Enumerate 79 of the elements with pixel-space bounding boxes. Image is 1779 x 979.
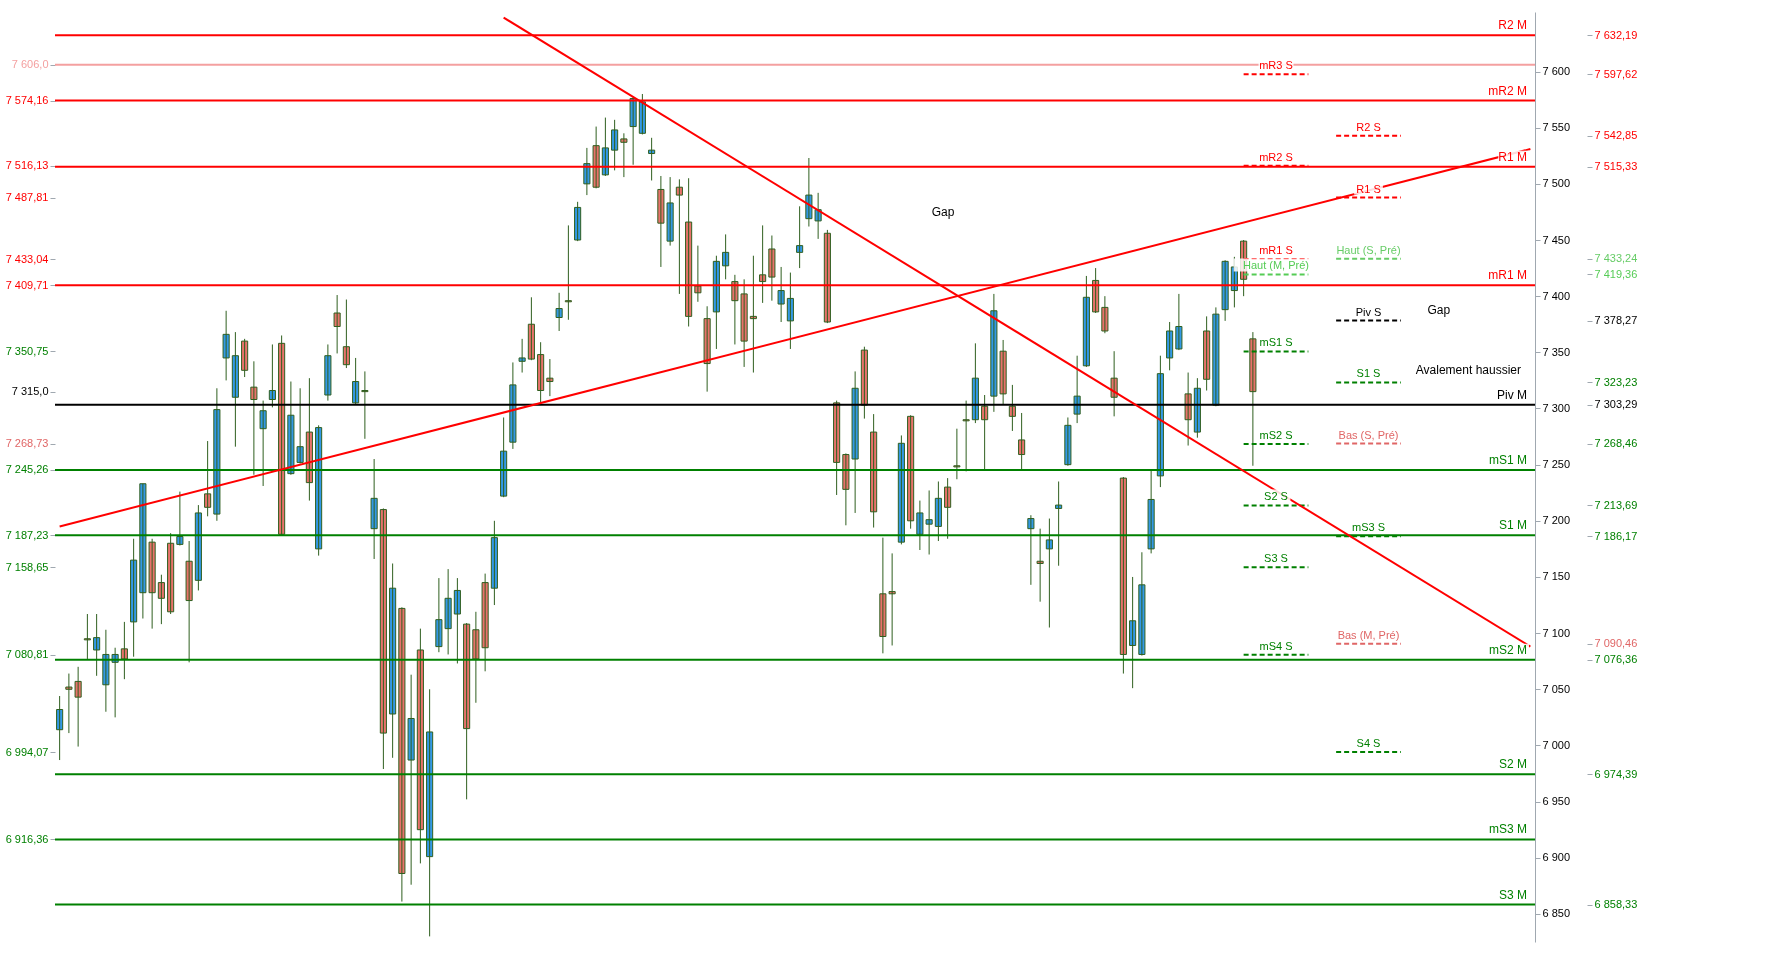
y2-tick-label: 7 378,27 xyxy=(1594,314,1638,327)
ref-line-label: S4 S xyxy=(1356,737,1381,750)
ref-line-label: R1 S xyxy=(1356,182,1381,195)
y2-tick-label: 7 076,36 xyxy=(1594,653,1638,666)
y3-tick-label: 7 158,65 xyxy=(5,560,49,573)
y2-tick-label: 7 323,23 xyxy=(1594,375,1638,388)
ref-line-label: S3 M xyxy=(1498,887,1527,902)
y3-tick-label: 6 994,07 xyxy=(5,745,49,758)
annotation: Gap xyxy=(931,204,955,219)
ref-line-label: R1 M xyxy=(1498,149,1527,164)
ref-line-label: mR3 S xyxy=(1259,59,1293,72)
ref-line-label: S1 S xyxy=(1356,367,1381,380)
y3-tick-label: 7 315,0 xyxy=(11,385,49,398)
ref-line-label: S2 S xyxy=(1264,490,1288,503)
ref-line-label: mR2 S xyxy=(1259,150,1293,163)
y-tick-label: 7 000 xyxy=(1542,738,1571,751)
annotation: Gap xyxy=(1427,302,1451,317)
y-tick-label: 7 100 xyxy=(1542,626,1571,639)
y3-tick-label: 7 268,73 xyxy=(5,437,49,450)
y-tick-label: 7 500 xyxy=(1542,177,1571,190)
ref-line-label: Piv S xyxy=(1355,305,1382,318)
y2-tick-label: 7 213,69 xyxy=(1594,498,1638,511)
y-tick-label: 7 250 xyxy=(1542,458,1571,471)
y3-tick-label: 7 187,23 xyxy=(5,528,49,541)
y3-tick-label: 7 516,13 xyxy=(5,159,49,172)
y2-tick-label: 7 090,46 xyxy=(1594,637,1638,650)
ref-line-label: mS2 S xyxy=(1259,428,1293,441)
y2-tick-label: 7 186,17 xyxy=(1594,529,1638,542)
ref-line-label: R2 S xyxy=(1356,120,1381,133)
ref-line-label: Piv M xyxy=(1497,387,1527,402)
y2-tick-label: 6 858,33 xyxy=(1594,898,1638,911)
ref-line-label: Bas (S, Pré) xyxy=(1338,428,1399,441)
y-tick-label: 7 050 xyxy=(1542,682,1571,695)
ref-line-label: R2 M xyxy=(1498,18,1527,33)
y2-tick-label: 7 542,85 xyxy=(1594,129,1638,142)
y2-tick-label: 7 597,62 xyxy=(1594,67,1638,80)
y3-tick-label: 7 080,81 xyxy=(5,648,49,661)
ref-line-label: Haut (S, Pré) xyxy=(1336,243,1401,256)
y2-tick-label: 7 268,46 xyxy=(1594,437,1638,450)
y-tick-label: 7 450 xyxy=(1542,233,1571,246)
ref-line-label: mS3 M xyxy=(1488,822,1527,837)
ref-line-label: Bas (M, Pré) xyxy=(1337,628,1400,641)
y-tick-label: 7 300 xyxy=(1542,401,1571,414)
y3-tick-label: 7 574,16 xyxy=(5,94,49,107)
y3-tick-label: 7 487,81 xyxy=(5,191,49,204)
y3-tick-label: 7 409,71 xyxy=(5,278,49,291)
y-tick-label: 7 200 xyxy=(1542,514,1571,527)
y2-tick-label: 7 515,33 xyxy=(1594,160,1638,173)
ref-line-label: mS3 S xyxy=(1351,521,1386,534)
y3-tick-label: 7 245,26 xyxy=(5,463,49,476)
ref-line-label: mS1 M xyxy=(1488,452,1527,467)
y-tick-label: 7 350 xyxy=(1542,345,1571,358)
y3-tick-label: 6 916,36 xyxy=(5,832,49,845)
ref-line-label: mR1 S xyxy=(1259,244,1293,257)
y2-tick-label: 7 419,36 xyxy=(1594,267,1638,280)
ref-line-label: S1 M xyxy=(1498,518,1527,533)
y-tick-label: 7 600 xyxy=(1542,65,1571,78)
ref-line-label: mS2 M xyxy=(1488,642,1527,657)
ref-line-label: S3 S xyxy=(1264,552,1288,565)
y-tick-label: 7 400 xyxy=(1542,289,1571,302)
y-tick-label: 7 550 xyxy=(1542,121,1571,134)
y-tick-label: 7 150 xyxy=(1542,570,1571,583)
ref-line-label: mR2 M xyxy=(1488,83,1527,98)
ref-line-label: S2 M xyxy=(1498,757,1527,772)
y3-tick-label: 7 433,04 xyxy=(5,252,49,265)
y2-tick-label: 6 974,39 xyxy=(1594,767,1638,780)
y3-tick-label: 7 350,75 xyxy=(5,344,49,357)
y-tick-label: 6 900 xyxy=(1542,851,1571,864)
ref-line-label: Haut (M, Pré) xyxy=(1242,259,1310,272)
ref-line-label: mS4 S xyxy=(1259,639,1293,652)
y2-tick-label: 7 632,19 xyxy=(1594,28,1638,41)
y-tick-label: 6 950 xyxy=(1542,795,1571,808)
ref-line-label: mS1 S xyxy=(1259,336,1293,349)
y2-tick-label: 7 433,24 xyxy=(1594,252,1638,265)
ref-line-label: mR1 M xyxy=(1488,268,1527,283)
y2-tick-label: 7 303,29 xyxy=(1594,398,1638,411)
annotation: Avalement haussier xyxy=(1415,363,1521,378)
y-tick-label: 6 850 xyxy=(1542,907,1571,920)
y3-tick-label: 7 606,0 xyxy=(11,58,49,71)
